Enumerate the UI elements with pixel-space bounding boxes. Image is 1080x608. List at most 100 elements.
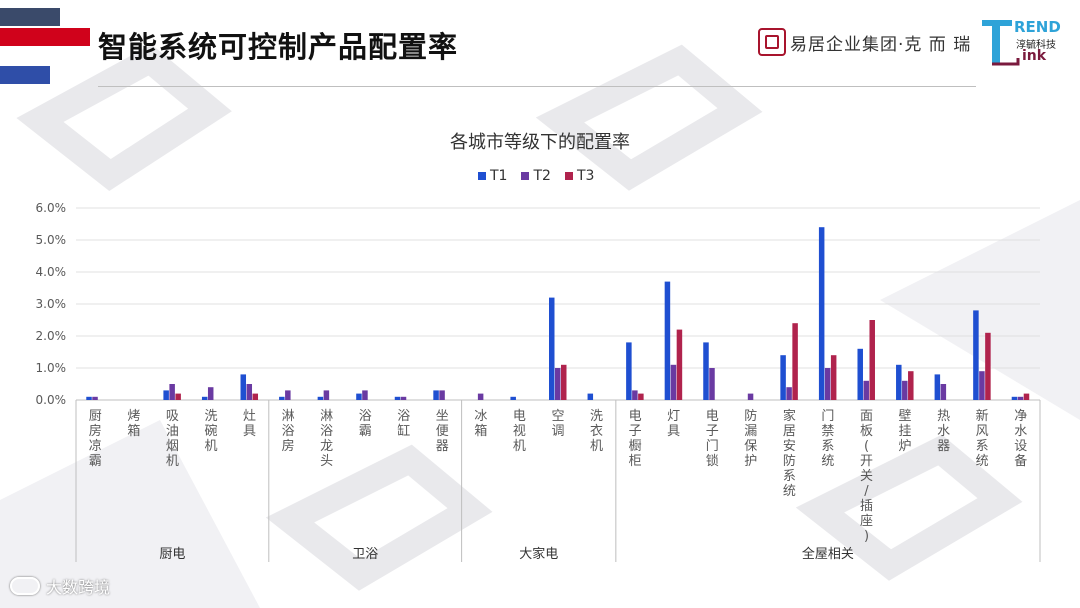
bar-t1: [780, 355, 786, 400]
x-tick-label: 淋浴房: [282, 409, 295, 454]
bar-t3: [561, 364, 567, 400]
group-label: 全屋相关: [802, 546, 854, 562]
header: 智能系统可控制产品配置率 易居企业集团·克 而 瑞 REND 淳毓科技 ink: [0, 0, 1080, 90]
legend-label-t1: T1: [490, 168, 508, 184]
bar-t1: [510, 396, 516, 400]
y-tick-label: 0.0%: [36, 393, 67, 407]
bar-t1: [934, 374, 941, 400]
x-tick-label: 家居安防系统: [783, 408, 796, 499]
bar-t1: [664, 281, 671, 400]
bar-t1: [433, 390, 439, 400]
y-tick-label: 3.0%: [36, 297, 67, 311]
trend-link-logo: REND 淳毓科技 ink: [978, 14, 1068, 70]
legend-swatch-t2: [521, 172, 530, 180]
header-stripe-red: [0, 28, 90, 46]
seal-icon: [758, 28, 786, 56]
chart-legend: T1 T2 T3: [478, 168, 594, 184]
x-tick-label: 面板(开关/插座): [860, 409, 873, 544]
bar-t3: [792, 323, 798, 400]
bar-t1: [163, 390, 169, 400]
logo-cn-text: 淳毓科技: [1016, 40, 1056, 51]
bar-t1: [818, 227, 825, 400]
x-tick-label: 电子门锁: [706, 409, 719, 469]
x-tick-label: 灶具: [243, 409, 256, 439]
y-tick-label: 2.0%: [36, 329, 67, 343]
bar-t1: [201, 396, 208, 400]
bar-t2: [477, 393, 484, 400]
y-tick-label: 4.0%: [36, 265, 67, 279]
bar-t2: [400, 396, 407, 400]
legend-item-t1: T1: [478, 168, 507, 184]
x-tick-label: 净水设备: [1014, 409, 1027, 469]
bar-t3: [869, 320, 875, 400]
bar-t2: [285, 390, 291, 400]
bar-t2: [863, 380, 869, 400]
bar-t3: [908, 371, 914, 400]
bar-t2: [824, 368, 831, 400]
footer-eye-icon: [10, 577, 40, 595]
bar-t3: [175, 393, 181, 400]
bar-t3: [985, 332, 991, 400]
bar-t1: [896, 364, 902, 400]
bar-t3: [830, 355, 837, 400]
y-tick-label: 1.0%: [36, 361, 67, 375]
x-tick-label: 浴霸: [359, 409, 372, 439]
x-tick-label: 淋浴龙头: [320, 409, 333, 469]
bar-t1: [86, 396, 92, 400]
x-tick-label: 电子橱柜: [629, 409, 642, 469]
bar-t2: [632, 390, 638, 400]
header-stripe-top: [0, 8, 60, 26]
x-tick-label: 吸油烟机: [166, 409, 179, 469]
footer-logo: 大数跨境: [10, 574, 110, 598]
bar-t3: [676, 329, 683, 400]
bar-t2: [747, 393, 754, 400]
legend-item-t3: T3: [564, 168, 595, 184]
group-label: 厨电: [159, 547, 185, 562]
y-tick-label: 6.0%: [36, 201, 67, 215]
x-tick-label: 坐便器: [436, 409, 449, 454]
bar-t1: [394, 396, 401, 400]
page-title: 智能系统可控制产品配置率: [98, 30, 459, 64]
x-tick-label: 洗衣机: [590, 409, 603, 454]
bar-t1: [240, 374, 247, 400]
x-tick-label: 厨房凉霸: [89, 409, 102, 469]
bar-t2: [940, 384, 947, 400]
bar-t2: [246, 384, 253, 400]
bar-t2: [362, 390, 368, 400]
bar-t1: [356, 393, 362, 400]
bar-t1: [317, 396, 324, 400]
bar-t3: [1023, 393, 1030, 400]
legend-label-t3: T3: [576, 168, 595, 184]
legend-label-t2: T2: [533, 168, 551, 184]
x-tick-label: 新风系统: [976, 408, 989, 469]
header-stripe-blue: [0, 66, 50, 84]
bar-t2: [1017, 396, 1024, 400]
chart-title: 各城市等级下的配置率: [450, 132, 630, 153]
bar-t1: [857, 348, 863, 400]
legend-swatch-t1: [478, 172, 486, 180]
bar-t1: [626, 342, 632, 400]
group-label: 卫浴: [352, 547, 378, 562]
bar-t2: [207, 387, 214, 400]
bar-t1: [587, 393, 594, 400]
bar-t1: [1011, 396, 1018, 400]
legend-item-t2: T2: [521, 168, 551, 184]
bar-t3: [252, 393, 259, 400]
bar-t2: [786, 387, 792, 400]
footer-text: 大数跨境: [46, 578, 111, 597]
x-tick-label: 防漏保护: [744, 408, 757, 469]
x-tick-label: 灯具: [667, 409, 680, 439]
bar-t2: [709, 368, 715, 400]
group-label: 大家电: [519, 546, 558, 562]
bar-t1: [703, 342, 709, 400]
bar-t2: [979, 371, 985, 400]
x-tick-label: 热水器: [937, 409, 950, 454]
bar-t2: [92, 396, 98, 400]
bar-t1: [973, 310, 979, 400]
bar-t2: [902, 380, 908, 400]
x-tick-label: 壁挂炉: [899, 409, 912, 454]
bar-t2: [169, 384, 175, 400]
